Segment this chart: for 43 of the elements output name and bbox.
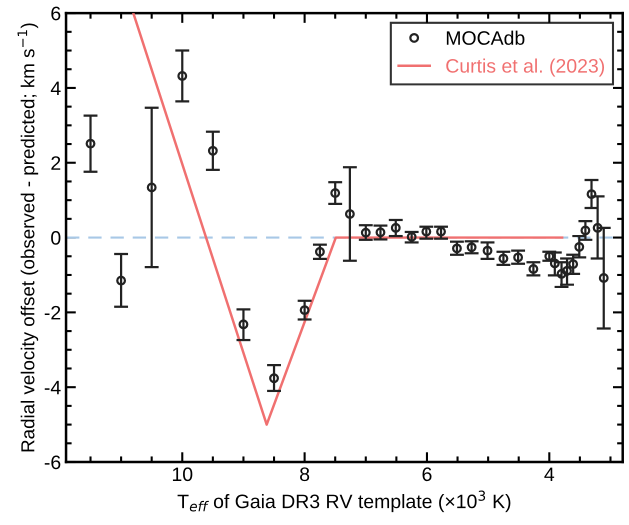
y-tick-label: 4	[50, 82, 61, 95]
x-tick-label: 8	[300, 467, 310, 482]
point	[562, 266, 572, 276]
y-tick-label: 6	[51, 6, 60, 20]
y-axis-title: Radial velocity offset (observed - predicted; km s$^{−1}$)	[18, 23, 38, 452]
y-tick-label: -4	[44, 380, 61, 394]
x-tick-label: 6	[422, 467, 432, 482]
y-tick-label: 2	[51, 156, 60, 170]
point	[574, 242, 584, 252]
y-tick-label: -2	[44, 306, 60, 320]
point	[390, 222, 401, 233]
x-tick-label: 10	[172, 467, 192, 482]
point	[86, 138, 96, 149]
point	[580, 226, 590, 236]
point	[146, 182, 157, 192]
point	[330, 188, 340, 198]
point	[376, 227, 386, 238]
point	[208, 146, 218, 156]
y-tick-label: 0	[51, 231, 60, 245]
point	[598, 273, 609, 283]
x-axis-title: T$_{eff}$ of Gaia DR3 RV template (×10$^{3}$ K)	[178, 490, 510, 512]
legend-label: Curtis et al. (2023)	[446, 58, 604, 77]
point	[592, 222, 603, 233]
point	[556, 268, 566, 279]
point	[300, 305, 310, 316]
point	[568, 259, 578, 270]
point	[586, 189, 596, 200]
point	[452, 243, 462, 254]
point	[528, 264, 538, 274]
point	[177, 71, 188, 81]
legend-label: MOCAdb	[446, 30, 524, 45]
point	[498, 254, 508, 264]
point	[269, 373, 279, 384]
point	[482, 246, 492, 256]
point	[116, 276, 126, 286]
y-tick-label: -6	[44, 455, 60, 470]
point	[344, 209, 355, 219]
x-tick-label: 4	[544, 468, 554, 481]
point	[314, 246, 325, 257]
point	[513, 252, 524, 262]
point	[238, 319, 248, 330]
point	[360, 228, 371, 238]
point	[550, 258, 560, 268]
